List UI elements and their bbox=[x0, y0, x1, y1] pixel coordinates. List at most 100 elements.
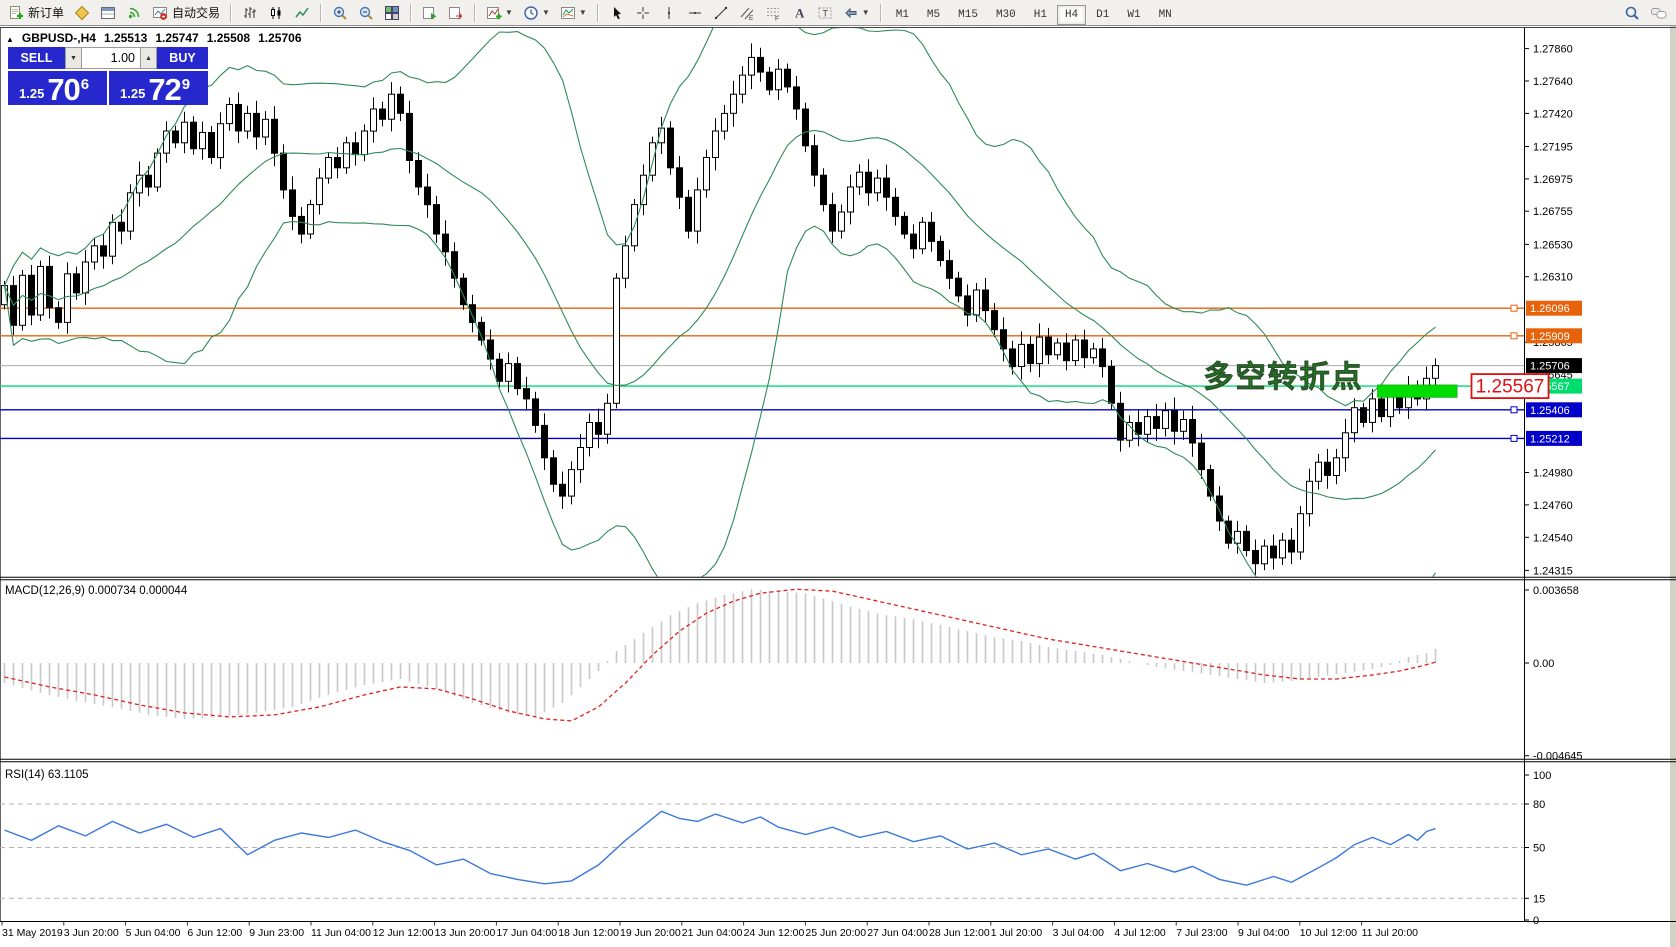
arrows-dropdown-icon[interactable]: ▼ bbox=[861, 8, 870, 17]
candlestick-chart-button[interactable] bbox=[264, 1, 288, 25]
vertical-line-tool-button[interactable] bbox=[657, 1, 681, 25]
indicators-dropdown-icon[interactable]: ▼ bbox=[505, 8, 513, 17]
svg-text:1.25406: 1.25406 bbox=[1530, 405, 1570, 417]
tile-windows-button[interactable] bbox=[380, 1, 404, 25]
svg-text:0.00: 0.00 bbox=[1533, 658, 1554, 670]
highlight-rectangle[interactable] bbox=[1377, 384, 1458, 398]
timeframe-m1-button[interactable]: M1 bbox=[895, 8, 909, 21]
svg-text:1.25706: 1.25706 bbox=[1530, 361, 1570, 373]
vertical-line-icon bbox=[667, 6, 670, 19]
templates-button[interactable]: ▼ bbox=[556, 1, 591, 25]
annotation-text[interactable]: 多空转折点 bbox=[1203, 360, 1364, 396]
buy-price-pips: 72 bbox=[148, 72, 181, 107]
time-axis[interactable]: 31 May 2019 3 Jun 20:00 5 Jun 04:00 6 Jun 1… bbox=[1, 922, 1419, 939]
svg-text:E: E bbox=[749, 15, 754, 21]
price-tag-1.25909: 1.25909 bbox=[1526, 328, 1582, 344]
volume-increase-button[interactable] bbox=[140, 47, 157, 69]
collapse-panel-icon[interactable] bbox=[6, 31, 14, 45]
horizontal-line-icon bbox=[688, 11, 701, 14]
cursor-tool-button[interactable] bbox=[605, 1, 629, 25]
timeframe-m15-button[interactable]: M15 bbox=[958, 8, 978, 21]
svg-text:4 Jul 12:00: 4 Jul 12:00 bbox=[1114, 927, 1166, 939]
tile-windows-icon bbox=[385, 5, 400, 20]
volume-decrease-button[interactable] bbox=[65, 47, 82, 69]
timeframe-mn-button[interactable]: MN bbox=[1158, 8, 1172, 21]
chart-header: GBPUSD-,H4 1.25513 1.25747 1.25508 1.257… bbox=[6, 31, 302, 45]
periods-button[interactable]: ▼ bbox=[519, 1, 554, 25]
timeframe-h4-button[interactable]: H4 bbox=[1056, 4, 1087, 25]
timeframe-w1-button[interactable]: W1 bbox=[1127, 8, 1141, 21]
svg-text:9 Jun 23:00: 9 Jun 23:00 bbox=[249, 927, 304, 939]
trendline-tool-button[interactable] bbox=[709, 1, 733, 25]
text-icon: A bbox=[795, 5, 805, 20]
chat-button[interactable] bbox=[1646, 1, 1672, 25]
zoom-in-icon bbox=[333, 6, 347, 20]
svg-text:15: 15 bbox=[1533, 893, 1545, 905]
candlestick-chart-icon bbox=[271, 6, 281, 19]
svg-text:1.24315: 1.24315 bbox=[1533, 565, 1573, 577]
periods-dropdown-icon[interactable]: ▼ bbox=[541, 8, 550, 17]
chart-shift-button[interactable] bbox=[444, 1, 468, 25]
chart-background bbox=[0, 25, 1676, 947]
auto-scroll-button[interactable] bbox=[418, 1, 442, 25]
zoom-out-button[interactable] bbox=[354, 1, 378, 25]
svg-text:F: F bbox=[775, 15, 779, 21]
timeframe-d1-button[interactable]: D1 bbox=[1096, 8, 1110, 21]
signals-button[interactable] bbox=[122, 1, 146, 25]
timeframe-m5-button[interactable]: M5 bbox=[926, 8, 941, 21]
arrows-tool-button[interactable]: ▼ bbox=[839, 1, 874, 25]
new-order-label: 新订单 bbox=[28, 6, 65, 20]
indicators-button[interactable]: ▼ bbox=[482, 1, 517, 25]
text-tool-button[interactable]: A bbox=[787, 1, 811, 25]
templates-dropdown-icon[interactable]: ▼ bbox=[578, 8, 587, 17]
horizontal-line-tool-button[interactable] bbox=[683, 1, 707, 25]
indicators-icon bbox=[487, 6, 502, 19]
line-chart-button[interactable] bbox=[290, 1, 314, 25]
sell-price-pips: 70 bbox=[47, 72, 80, 107]
macd-label: MACD(12,26,9) 0.000734 0.000044 bbox=[5, 585, 188, 597]
svg-text:12 Jun 12:00: 12 Jun 12:00 bbox=[373, 927, 434, 939]
market-watch-button[interactable] bbox=[70, 1, 94, 25]
new-order-button[interactable]: 新订单 bbox=[4, 1, 68, 25]
buy-button[interactable]: BUY bbox=[157, 47, 208, 69]
timeframe-h1-button[interactable]: H1 bbox=[1033, 8, 1047, 21]
line-chart-icon bbox=[295, 7, 309, 17]
ohlc-open: 1.25513 bbox=[103, 31, 148, 45]
toolbar-separator bbox=[230, 3, 233, 22]
templates-icon bbox=[560, 6, 575, 19]
equidistant-channel-tool-button[interactable]: E bbox=[735, 1, 759, 25]
fibonacci-tool-button[interactable]: F bbox=[761, 1, 785, 25]
svg-text:1.26096: 1.26096 bbox=[1530, 303, 1570, 315]
price-tag-1.25406: 1.25406 bbox=[1526, 402, 1582, 418]
svg-text:1.24760: 1.24760 bbox=[1533, 500, 1573, 512]
svg-text:1.25909: 1.25909 bbox=[1530, 331, 1570, 343]
sell-price[interactable]: 1.25 70 6 bbox=[8, 71, 107, 105]
bar-chart-button[interactable] bbox=[238, 1, 262, 25]
crosshair-tool-button[interactable] bbox=[631, 1, 655, 25]
svg-text:21 Jun 04:00: 21 Jun 04:00 bbox=[682, 927, 743, 939]
rsi-panel: RSI(14) 63.1105 100 80 50 15 0 bbox=[0, 769, 1551, 927]
fibonacci-icon: F bbox=[766, 7, 779, 21]
svg-text:17 Jun 04:00: 17 Jun 04:00 bbox=[496, 927, 557, 939]
svg-text:11 Jun 04:00: 11 Jun 04:00 bbox=[311, 927, 371, 939]
svg-text:3 Jul 04:00: 3 Jul 04:00 bbox=[1053, 927, 1105, 939]
buy-price[interactable]: 1.25 72 9 bbox=[109, 71, 208, 105]
ohlc-low: 1.25508 bbox=[206, 31, 251, 45]
volume-input[interactable]: 1.00 bbox=[82, 47, 140, 69]
sell-button[interactable]: SELL bbox=[8, 47, 65, 69]
svg-text:25 Jun 20:00: 25 Jun 20:00 bbox=[805, 927, 866, 939]
price-tag-1.25706: 1.25706 bbox=[1526, 358, 1582, 374]
auto-trading-button[interactable]: 自动交易 bbox=[148, 1, 224, 25]
svg-text:6 Jun 12:00: 6 Jun 12:00 bbox=[187, 927, 242, 939]
svg-text:11 Jul 20:00: 11 Jul 20:00 bbox=[1362, 927, 1419, 939]
text-label-tool-button[interactable]: T bbox=[813, 1, 837, 25]
price-callout-label[interactable]: 1.25567 bbox=[1455, 373, 1550, 400]
svg-text:50: 50 bbox=[1533, 843, 1545, 855]
timeframe-m30-button[interactable]: M30 bbox=[995, 8, 1016, 21]
data-window-button[interactable] bbox=[96, 1, 120, 25]
zoom-in-button[interactable] bbox=[328, 1, 352, 25]
chat-icon bbox=[1651, 7, 1667, 18]
search-button[interactable] bbox=[1620, 1, 1644, 25]
